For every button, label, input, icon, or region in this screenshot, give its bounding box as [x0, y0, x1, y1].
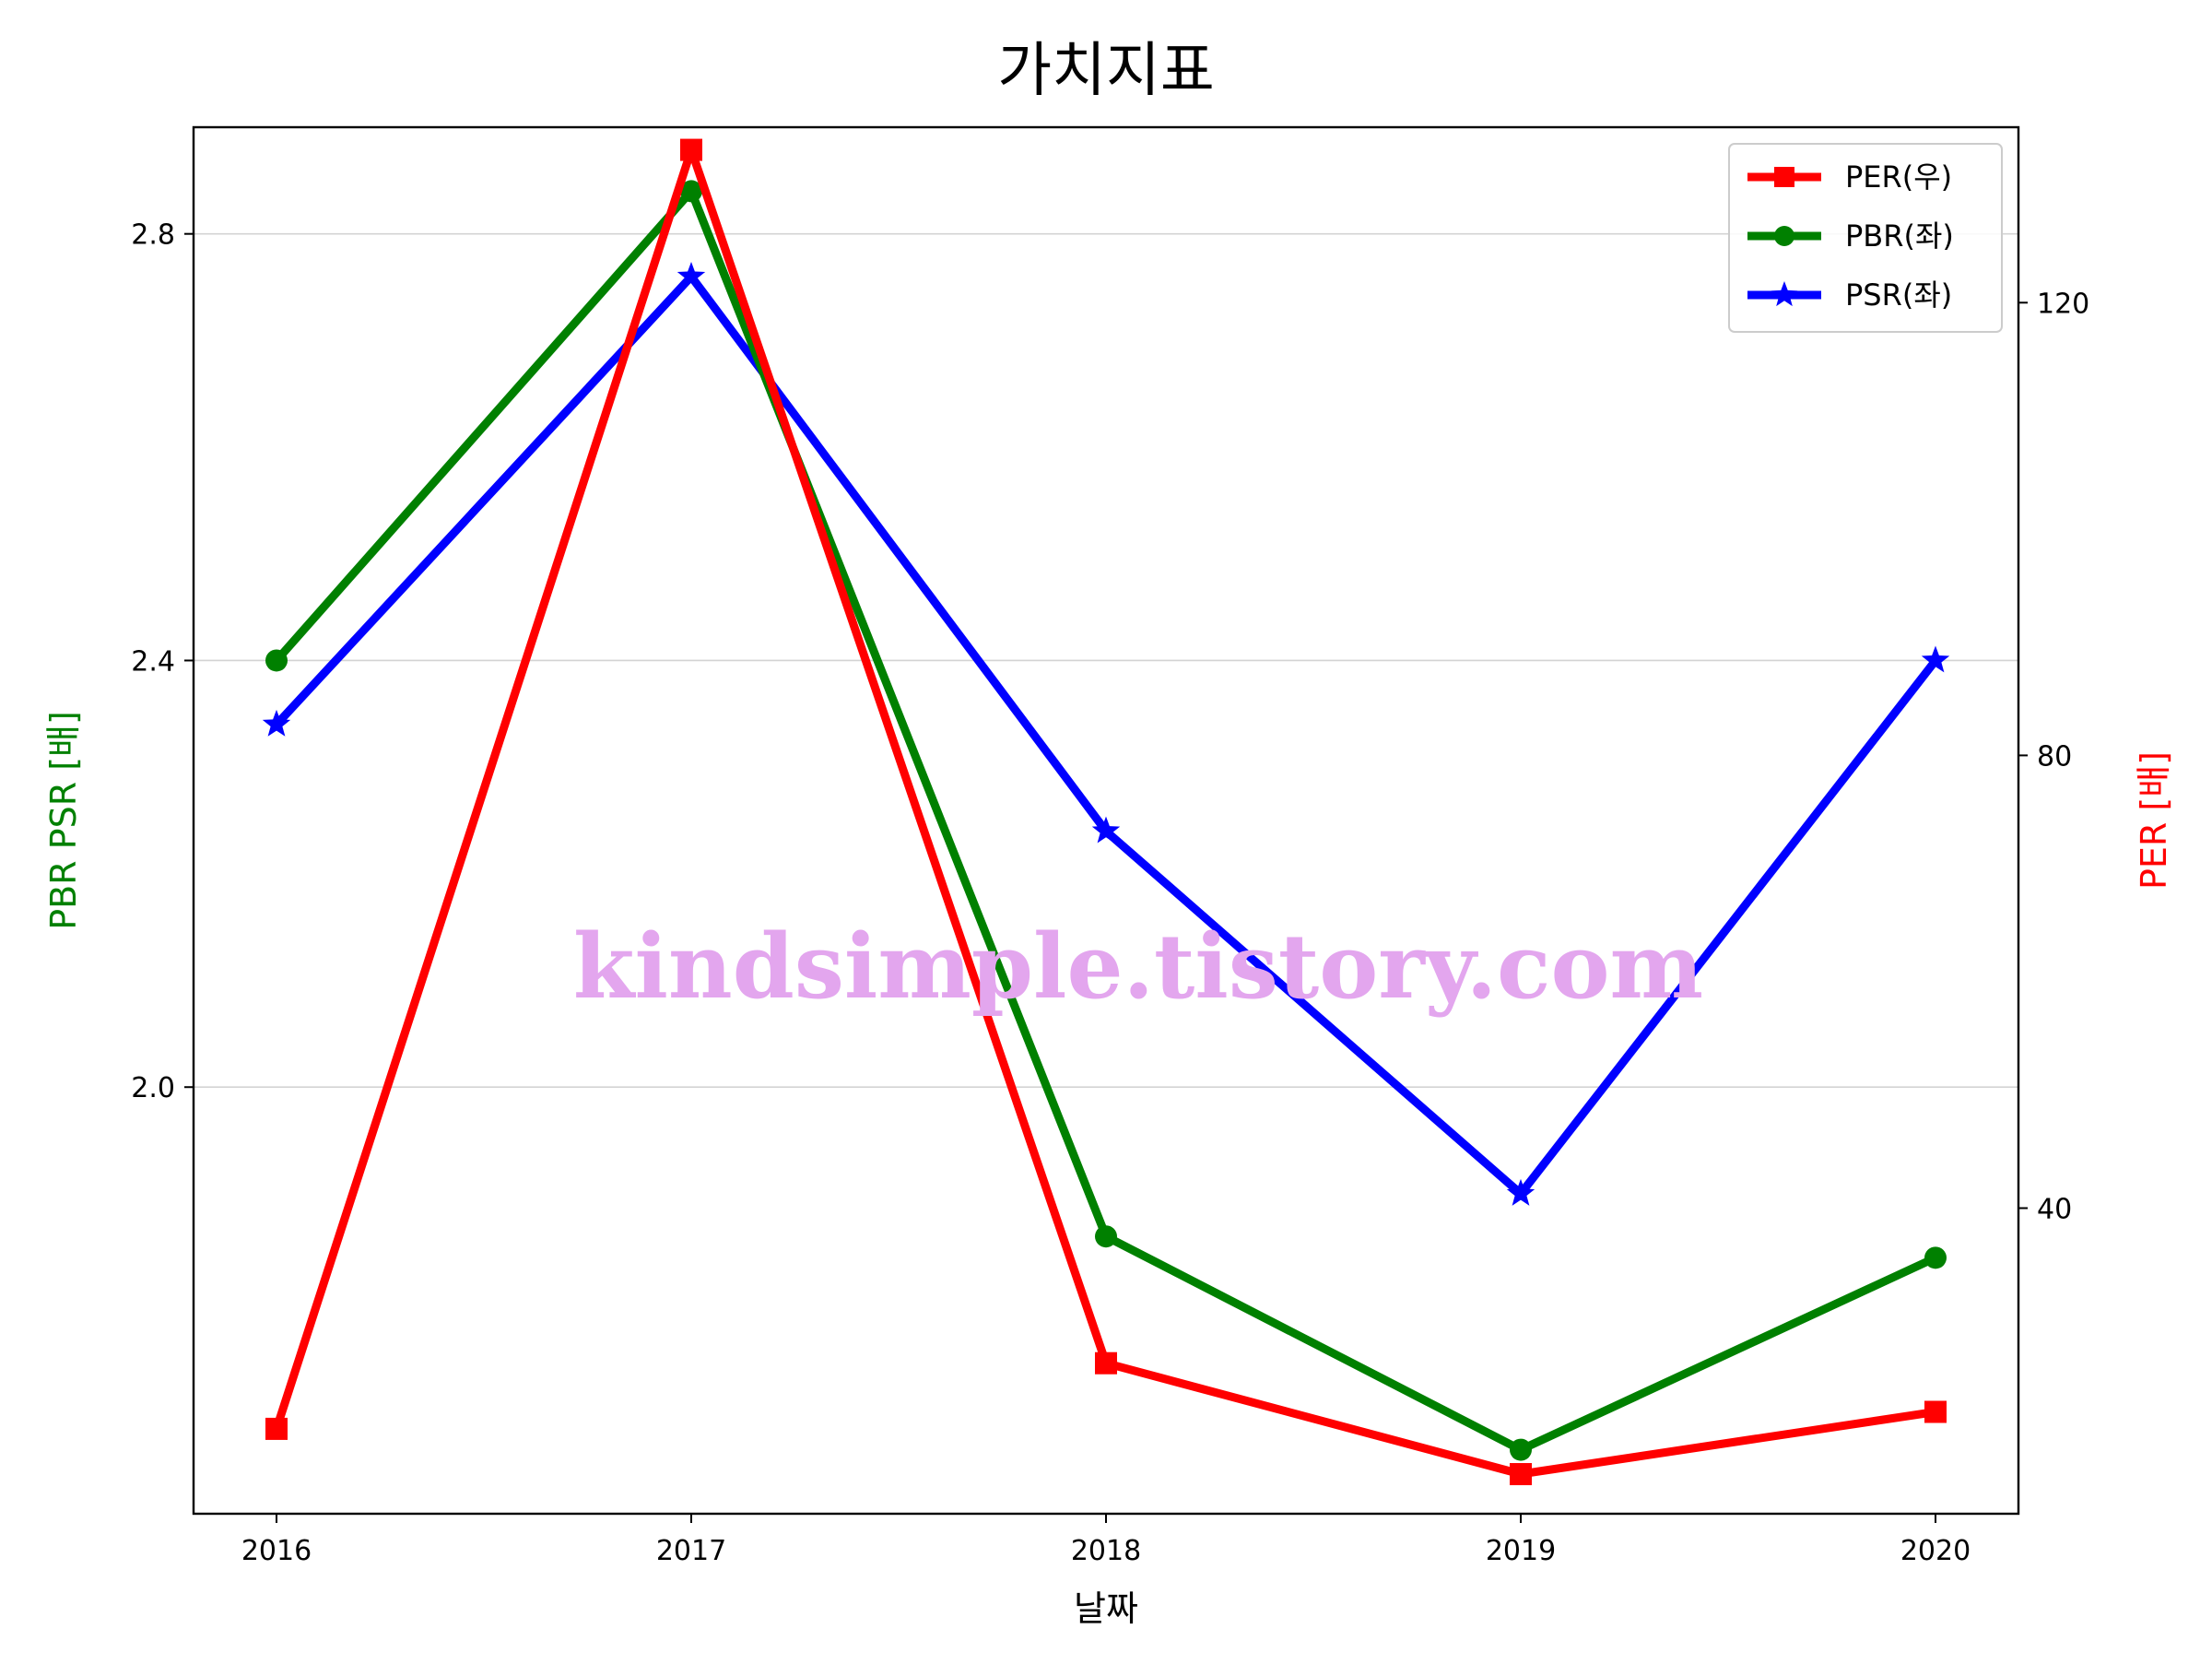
point-s1-3	[1510, 1438, 1532, 1461]
point-s2-3	[1506, 1178, 1535, 1206]
series-layer	[262, 138, 1950, 1486]
right-y-tick-label-2: 120	[2037, 288, 2089, 320]
right-y-axis: 40 80 120	[2018, 288, 2089, 1226]
left-y-tick-label-0: 2.0	[131, 1072, 175, 1104]
x-tick-label-2: 2018	[1071, 1535, 1141, 1567]
point-s1-4	[1924, 1246, 1947, 1269]
point-s2-0	[262, 709, 291, 737]
left-y-axis-label: PBR PSR [배]	[43, 711, 84, 930]
point-s1-0	[265, 649, 288, 672]
watermark: kindsimple.tistory.com	[573, 915, 1703, 1019]
series-1	[265, 180, 1947, 1461]
legend-entry-1: PBR(좌)	[1747, 218, 1954, 254]
legend-entry-0: PER(우)	[1747, 159, 1952, 195]
series-2	[262, 262, 1950, 1206]
point-s2-4	[1921, 645, 1950, 673]
series-0	[265, 138, 1947, 1486]
legend-marker-2	[1771, 281, 1798, 307]
legend-box	[1728, 143, 2003, 333]
point-s0-1	[680, 138, 702, 161]
grid-lines	[194, 232, 2018, 1089]
legend: PER(우) PBR(좌) PSR(좌)	[1728, 143, 2003, 333]
point-s0-4	[1924, 1400, 1947, 1423]
legend-entry-2: PSR(좌)	[1747, 277, 1952, 313]
x-axis: 2016 2017 2018 2019 2020	[241, 1514, 1971, 1567]
legend-marker-1	[1774, 226, 1794, 246]
series-line-0	[272, 146, 1940, 1479]
x-axis-label: 날짜	[1074, 1588, 1138, 1629]
point-s0-3	[1510, 1463, 1532, 1486]
legend-entries: PER(우) PBR(좌) PSR(좌)	[1747, 159, 1954, 313]
x-tick-label-0: 2016	[241, 1535, 312, 1567]
legend-label-2: PSR(좌)	[1845, 277, 1952, 313]
point-s2-1	[677, 262, 706, 289]
right-y-tick-label-0: 40	[2037, 1194, 2072, 1226]
right-y-axis-label: PER [배]	[2134, 751, 2174, 890]
legend-label-1: PBR(좌)	[1845, 218, 1954, 254]
legend-label-0: PER(우)	[1845, 159, 1952, 195]
left-y-tick-label-1: 2.4	[131, 645, 175, 678]
right-y-tick-label-1: 80	[2037, 740, 2072, 773]
x-tick-label-4: 2020	[1900, 1535, 1971, 1567]
point-s0-2	[1095, 1351, 1117, 1375]
point-s2-2	[1091, 816, 1121, 844]
point-s1-1	[680, 180, 702, 203]
left-y-axis: 2.0 2.4 2.8	[131, 219, 194, 1104]
chart-title: 가치지표	[997, 37, 1215, 105]
left-y-tick-label-2: 2.8	[131, 219, 175, 252]
point-s0-0	[265, 1417, 288, 1440]
point-s1-2	[1095, 1225, 1117, 1248]
x-tick-label-1: 2017	[656, 1535, 726, 1567]
legend-marker-0	[1774, 167, 1794, 187]
x-tick-label-3: 2019	[1486, 1535, 1556, 1567]
series-line-2	[272, 272, 1940, 1198]
